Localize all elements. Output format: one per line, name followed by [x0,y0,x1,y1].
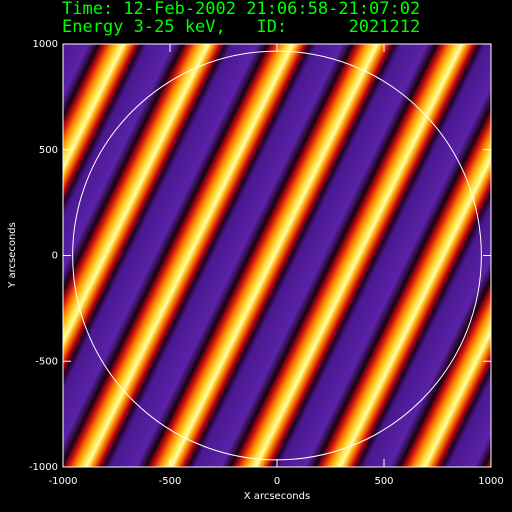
x-tick-label: -1000 [48,476,77,487]
title-line: Time: 12-Feb-2002 21:06:58-21:07:02 [62,0,420,19]
x-tick-label: 0 [274,476,280,487]
y-tick-label: -500 [35,356,58,367]
title-line: Energy 3-25 keV, ID: 2021212 [62,17,420,37]
x-tick-label: -500 [159,476,182,487]
x-tick-label: 500 [374,476,393,487]
y-tick-label: 0 [52,251,58,262]
y-tick-label: 1000 [33,39,58,50]
flux-image [63,44,491,467]
y-axis-label: Y arcseconds [7,222,18,289]
y-tick-label: -1000 [29,462,58,473]
x-tick-label: 1000 [478,476,503,487]
y-tick-label: 500 [39,145,58,156]
x-axis-label: X arcseconds [244,491,310,502]
